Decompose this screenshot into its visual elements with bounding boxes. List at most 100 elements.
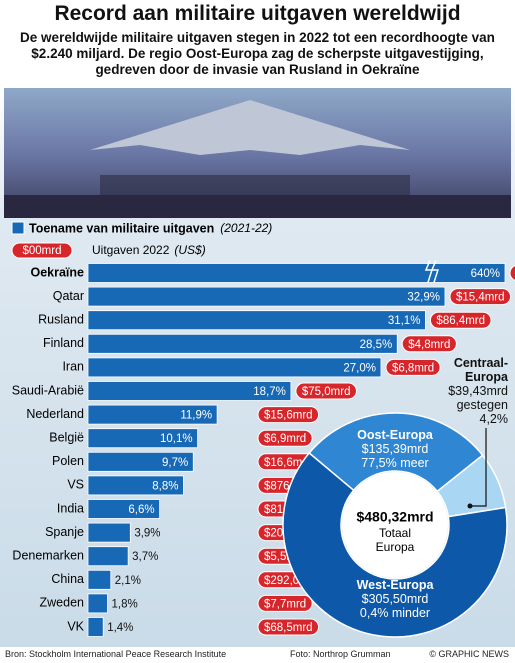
- growth-label: 2,1%: [115, 575, 141, 587]
- total-title: Totaal: [379, 526, 411, 540]
- country-label: Saudi-Arabië: [12, 383, 84, 397]
- country-label: Zweden: [40, 596, 85, 610]
- segment-value: $305,50mrd: [361, 592, 429, 606]
- spending-label: $6,9mrd: [264, 433, 306, 445]
- growth-label: 18,7%: [253, 386, 286, 398]
- country-label: Spanje: [45, 525, 84, 539]
- spending-label: $15,4mrd: [456, 292, 505, 304]
- spending-label: $6,8mrd: [392, 362, 434, 374]
- legend-pill-unit: (US$): [174, 243, 205, 257]
- legend-pill-title: Uitgaven 2022: [92, 243, 170, 257]
- segment-name: West-Europa: [356, 578, 434, 592]
- spending-pill: [257, 594, 313, 612]
- bar: [87, 404, 218, 425]
- source: Bron: Stockholm International Peace Rese…: [5, 649, 227, 659]
- bar: [87, 451, 194, 472]
- donut-hole: [342, 472, 448, 578]
- bar: [87, 310, 426, 331]
- country-label: Qatar: [53, 289, 84, 303]
- bar: [87, 428, 198, 449]
- bar: [87, 569, 112, 590]
- bar: [87, 522, 131, 543]
- country-label: Polen: [52, 454, 84, 468]
- spending-pill: [449, 288, 512, 306]
- bar: [87, 475, 184, 496]
- country-label: Rusland: [38, 312, 84, 326]
- country-label: Denemarken: [12, 548, 84, 562]
- bar: [87, 546, 129, 567]
- growth-label: 3,9%: [134, 528, 160, 540]
- country-label: Nederland: [26, 407, 84, 421]
- spending-pill: [257, 429, 313, 447]
- bar: [87, 333, 398, 354]
- growth-label: 28,5%: [360, 339, 393, 351]
- subtitle: De wereldwijde militaire uitgaven stegen…: [20, 30, 495, 77]
- country-label: China: [51, 572, 84, 586]
- bar: [87, 617, 104, 637]
- bar: [87, 593, 108, 614]
- growth-label: 8,8%: [152, 480, 178, 492]
- copyright: © GRAPHIC NEWS: [429, 649, 509, 659]
- country-label: VK: [67, 619, 84, 633]
- bar: [87, 286, 446, 307]
- bar-break: [424, 260, 439, 283]
- segment-name: Centraal-Europa: [453, 356, 508, 384]
- leader-line: [470, 428, 487, 507]
- spending-pill: [509, 265, 515, 281]
- segment-value: $135,39mrd: [361, 442, 429, 456]
- growth-label: 31,1%: [388, 315, 421, 327]
- legend-period: (2021-22): [220, 221, 272, 235]
- footer-bg: [0, 647, 515, 663]
- country-label: VS: [67, 478, 84, 492]
- title: Record aan militaire uitgaven wereldwijd: [54, 2, 461, 25]
- legend-title: Toename van militaire uitgaven: [29, 221, 214, 235]
- bar: [87, 499, 161, 519]
- bar: [87, 357, 382, 378]
- segment-name: Oost-Europa: [357, 428, 433, 442]
- spending-label: $68,5mrd: [264, 622, 313, 634]
- spending-label: $86,4mrd: [436, 315, 485, 327]
- country-label: België: [49, 430, 84, 444]
- growth-label: 10,1%: [160, 433, 193, 445]
- photo-credit: Foto: Northrop Grumman: [290, 649, 391, 659]
- total-region: Europa: [376, 540, 415, 554]
- bar: [87, 263, 506, 283]
- spending-label: $75,0mrd: [302, 386, 351, 398]
- spending-label: $7,7mrd: [264, 598, 306, 610]
- segment-change: 0,4% minder: [359, 606, 431, 620]
- segment-change: gestegen 4,2%: [456, 398, 508, 426]
- growth-label: 3,7%: [132, 551, 158, 563]
- growth-label: 32,9%: [407, 292, 440, 304]
- country-label: Oekraïne: [30, 265, 84, 279]
- legend-pill-text: $00mrd: [23, 245, 62, 257]
- spending-pill: [295, 382, 357, 400]
- legend-pill: [11, 242, 73, 259]
- total-value: $480,32mrd: [356, 509, 433, 525]
- spending-pill: [385, 358, 441, 376]
- growth-label: 9,7%: [162, 457, 188, 469]
- donut-segment: [282, 451, 508, 638]
- leader-dot: [467, 503, 473, 509]
- growth-label: 27,0%: [343, 362, 376, 374]
- country-label: India: [57, 501, 84, 515]
- growth-label: 6,6%: [128, 504, 154, 516]
- spending-pill: [401, 335, 457, 353]
- segment-value: $39,43mrd: [448, 384, 508, 398]
- spending-label: $4,8mrd: [408, 339, 450, 351]
- spending-pill: [429, 311, 492, 329]
- country-label: Finland: [43, 336, 84, 350]
- legend-swatch: [11, 221, 25, 235]
- spending-label: $15,6mrd: [264, 410, 313, 422]
- bar: [87, 381, 292, 401]
- growth-label: 11,9%: [180, 410, 212, 422]
- donut-segment: [308, 412, 484, 493]
- growth-label: 1,8%: [112, 598, 138, 610]
- growth-label: 1,4%: [107, 622, 133, 634]
- spending-pill: [257, 406, 320, 424]
- growth-label: 640%: [471, 268, 500, 280]
- segment-change: 77,5% meer: [361, 456, 429, 470]
- spending-pill: [257, 618, 320, 636]
- country-label: Iran: [62, 360, 84, 374]
